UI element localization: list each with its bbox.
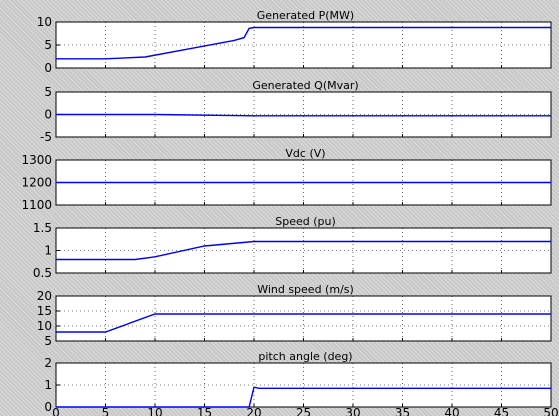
x-tick-label: 0: [52, 406, 60, 416]
x-tick-label: 30: [345, 406, 360, 416]
x-tick-label: 45: [494, 406, 509, 416]
y-tick-label: 0: [44, 400, 52, 414]
y-tick-label: 2: [44, 356, 52, 370]
x-tick-label: 15: [197, 406, 212, 416]
y-tick-label: 10: [37, 15, 52, 29]
series-line-2: [56, 113, 551, 117]
x-tick-label: 50: [543, 406, 558, 416]
series-line-6: [56, 386, 551, 408]
y-tick-label: 1.5: [33, 221, 52, 235]
x-tick-label: 40: [444, 406, 459, 416]
series-line-4: [56, 240, 551, 261]
series-line-5: [56, 313, 551, 333]
panel-title: Wind speed (m/s): [257, 283, 354, 296]
x-tick-label: 5: [102, 406, 110, 416]
plot-area-5: [55, 295, 552, 342]
y-tick-label: 5: [44, 38, 52, 52]
y-tick-label: 20: [37, 289, 52, 303]
y-tick-label: 0.5: [33, 266, 52, 280]
y-tick-label: 10: [37, 319, 52, 333]
y-tick-label: 1300: [21, 153, 52, 167]
x-tick-label: 20: [246, 406, 261, 416]
panel-title: Generated Q(Mvar): [252, 79, 358, 92]
y-tick-label: 0: [44, 108, 52, 122]
panel-title: Speed (pu): [275, 215, 336, 228]
y-tick-label: 0: [44, 61, 52, 75]
y-tick-label: 15: [37, 304, 52, 318]
y-tick-label: 5: [44, 85, 52, 99]
series-line-1: [56, 26, 551, 60]
y-tick-label: 5: [44, 334, 52, 348]
x-tick-label: 35: [395, 406, 410, 416]
x-tick-label: 10: [147, 406, 162, 416]
y-tick-label: 1: [44, 244, 52, 258]
y-tick-label: 1: [44, 378, 52, 392]
y-tick-label: 1100: [21, 198, 52, 212]
y-tick-label: -5: [40, 130, 52, 144]
y-tick-label: 1200: [21, 176, 52, 190]
x-tick-label: 25: [296, 406, 311, 416]
panel-title: Vdc (V): [285, 147, 325, 160]
panel-title: pitch angle (deg): [258, 350, 352, 363]
panel-title: Generated P(MW): [257, 9, 354, 22]
